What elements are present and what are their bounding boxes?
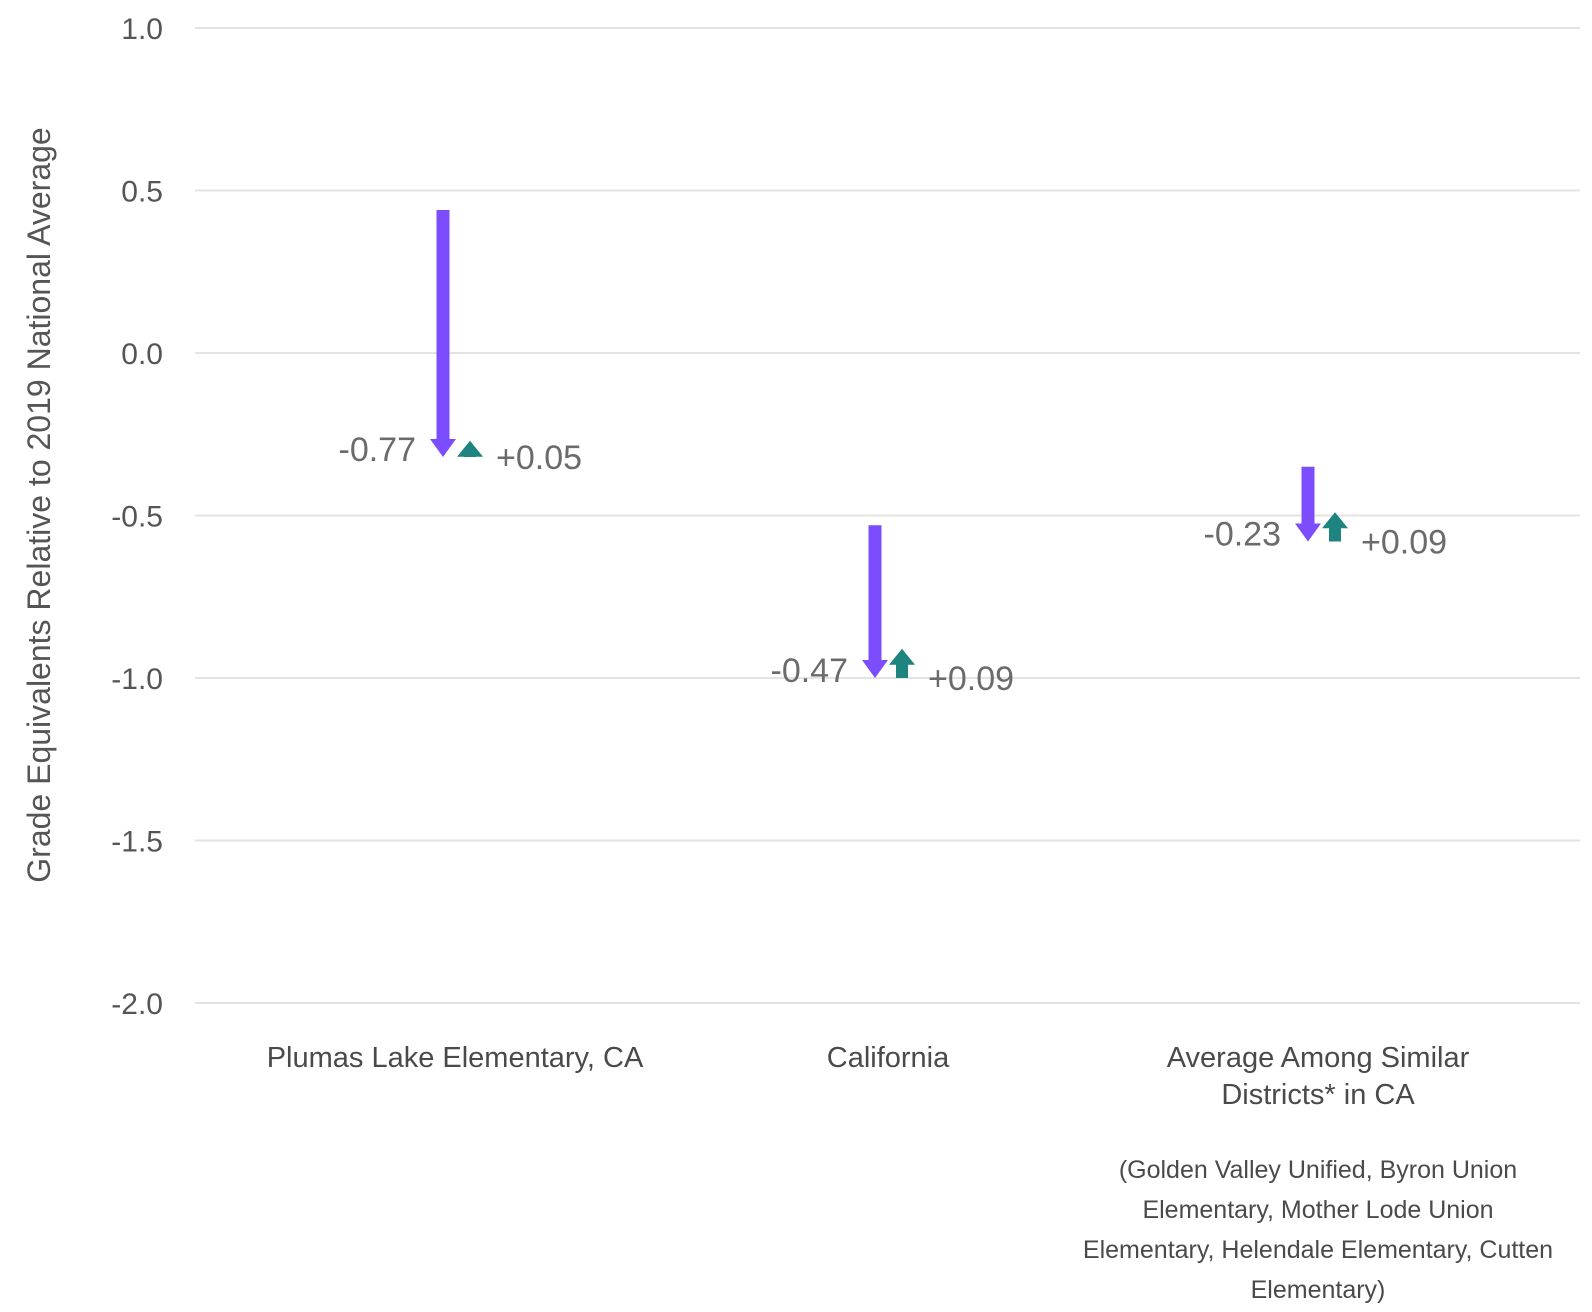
x-category-label: Average Among Similar xyxy=(1167,1042,1470,1074)
category-note: (Golden Valley Unified, Byron Union xyxy=(1119,1156,1517,1184)
category-note: Elementary, Helendale Elementary, Cutten xyxy=(1083,1236,1553,1264)
y-axis-label: Grade Equivalents Relative to 2019 Natio… xyxy=(21,127,57,882)
category-note: Elementary, Mother Lode Union xyxy=(1142,1196,1493,1224)
recovery-value-label: +0.05 xyxy=(496,439,582,477)
y-tick-label: 0.5 xyxy=(121,176,163,209)
category-labels: Plumas Lake Elementary, CA California Aver… xyxy=(267,1042,1553,1304)
gridlines xyxy=(195,27,1580,1004)
recovery-value-label: +0.09 xyxy=(1361,524,1447,562)
y-tick-label: -2.0 xyxy=(111,988,163,1021)
x-category-label: Plumas Lake Elementary, CA xyxy=(267,1042,644,1074)
decline-arrow xyxy=(430,210,456,457)
recovery-arrow xyxy=(1322,512,1348,542)
y-tick-label: -1.0 xyxy=(111,663,163,696)
decline-value-label: -0.23 xyxy=(1204,516,1282,554)
x-category-label: California xyxy=(827,1042,950,1074)
recovery-value-label: +0.09 xyxy=(928,660,1014,698)
decline-value-label: -0.47 xyxy=(771,652,849,690)
arrow-marks: -0.77 +0.05 -0.47 +0.09 -0.23 +0.09 xyxy=(339,210,1447,698)
y-tick-label: -1.5 xyxy=(111,826,163,859)
y-tick-label: 1.0 xyxy=(121,13,163,46)
decline-arrow xyxy=(1295,466,1321,542)
y-tick-label: -0.5 xyxy=(111,501,163,534)
decline-arrow xyxy=(862,525,888,678)
x-category-label: Districts* in CA xyxy=(1221,1079,1415,1111)
y-axis-ticks: 1.0 0.5 0.0 -0.5 -1.0 -1.5 -2.0 xyxy=(111,13,163,1021)
decline-value-label: -0.77 xyxy=(339,431,417,469)
category-note: Elementary) xyxy=(1251,1276,1386,1304)
y-tick-label: 0.0 xyxy=(121,338,163,371)
recovery-arrow xyxy=(889,648,915,678)
recovery-arrow xyxy=(457,440,483,457)
